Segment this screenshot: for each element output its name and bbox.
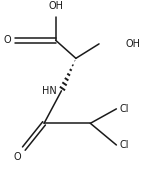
Text: Cl: Cl xyxy=(119,140,129,150)
Text: OH: OH xyxy=(48,1,63,11)
Text: O: O xyxy=(13,152,21,162)
Text: Cl: Cl xyxy=(119,104,129,114)
Text: HN: HN xyxy=(42,86,57,96)
Text: OH: OH xyxy=(125,39,140,49)
Text: O: O xyxy=(3,35,11,45)
